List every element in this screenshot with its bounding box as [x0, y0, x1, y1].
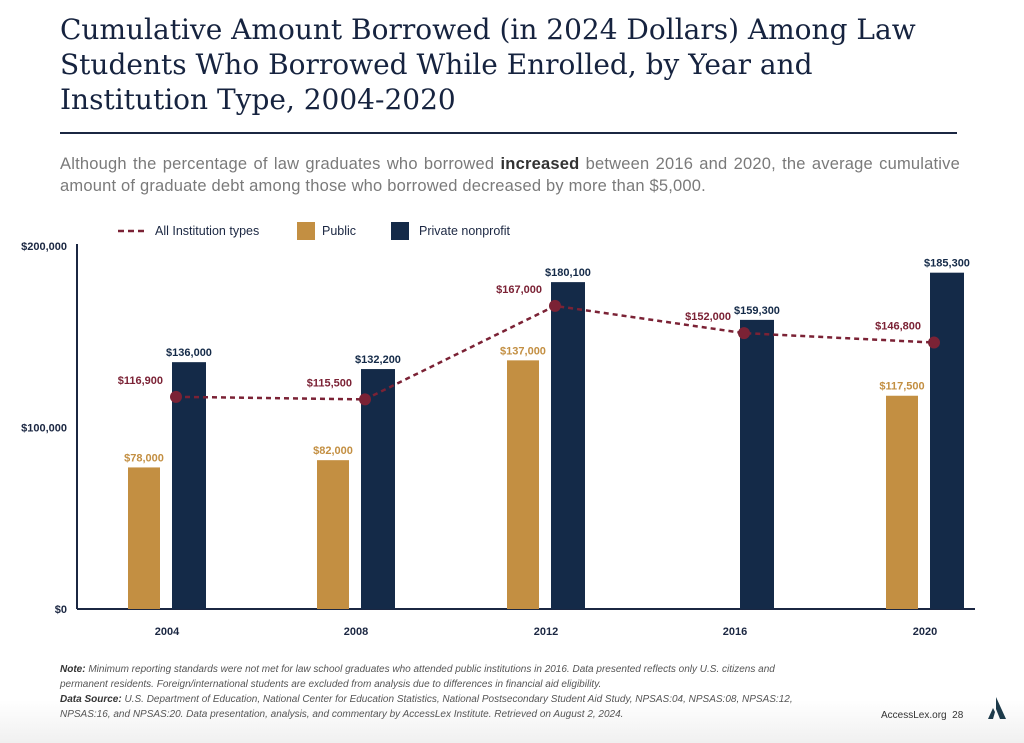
data-label-public: $117,500	[879, 381, 924, 393]
bar-private-nonprofit	[740, 319, 774, 609]
footer-site: AccessLex.org 28	[881, 710, 963, 721]
subtitle-bold: increased	[500, 155, 580, 173]
data-label-private-nonprofit: $159,300	[734, 305, 780, 317]
legend-label-private: Private nonprofit	[419, 224, 511, 238]
x-tick-label: 2008	[344, 626, 368, 638]
subtitle-text: Although the percentage of law graduates…	[60, 155, 501, 173]
data-label-public: $78,000	[124, 452, 164, 464]
x-tick-label: 2016	[723, 626, 747, 638]
y-tick-label: $0	[55, 604, 67, 616]
data-label-private-nonprofit: $180,100	[545, 267, 591, 279]
source-text: U.S. Department of Education, National C…	[60, 694, 793, 720]
data-label-all-institution-types: $152,000	[685, 311, 731, 323]
bar-private-nonprofit	[172, 362, 206, 609]
title-divider	[60, 132, 957, 134]
x-tick-label: 2004	[155, 626, 180, 638]
legend-swatch-public	[297, 222, 315, 240]
legend-label-all: All Institution types	[155, 224, 259, 238]
subtitle: Although the percentage of law graduates…	[60, 153, 960, 197]
note-label: Note:	[60, 664, 86, 675]
page-title: Cumulative Amount Borrowed (in 2024 Doll…	[60, 13, 916, 116]
data-label-private-nonprofit: $185,300	[924, 258, 970, 270]
data-label-public: $82,000	[313, 445, 353, 457]
y-tick-label: $100,000	[21, 423, 67, 435]
data-label-all-institution-types: $167,000	[496, 284, 542, 296]
point-all-institution-types	[928, 336, 940, 349]
footer-band	[0, 700, 1024, 743]
data-label-all-institution-types: $115,500	[307, 377, 352, 389]
note-text: Minimum reporting standards were not met…	[60, 664, 775, 690]
bar-public	[886, 395, 918, 609]
legend-label-public: Public	[322, 224, 356, 238]
data-label-private-nonprofit: $136,000	[166, 347, 212, 359]
bar-line-chart: $0 $100,000 $200,000 2004 2008 2012 2016 2020 $7…	[21, 222, 975, 638]
legend-swatch-private	[391, 222, 409, 240]
bar-public	[317, 460, 349, 609]
point-all-institution-types	[738, 327, 750, 340]
notes: Note: Minimum reporting standards were n…	[60, 662, 820, 722]
point-all-institution-types	[549, 299, 561, 312]
source-label: Data Source:	[60, 694, 122, 705]
bar-private-nonprofit	[930, 272, 964, 609]
y-tick-label: $200,000	[21, 241, 67, 253]
data-label-all-institution-types: $116,900	[118, 375, 163, 387]
bar-private-nonprofit	[551, 282, 585, 609]
x-tick-label: 2020	[913, 626, 937, 638]
data-label-private-nonprofit: $132,200	[355, 354, 401, 366]
page-number: 28	[952, 710, 964, 721]
point-all-institution-types	[170, 390, 182, 403]
data-label-public: $137,000	[500, 345, 546, 357]
bar-private-nonprofit	[361, 369, 395, 609]
data-label-all-institution-types: $146,800	[875, 321, 921, 333]
accesslex-logo-icon	[988, 697, 1006, 719]
subtitle-text-end: between 2016 and 2020, the average cumul…	[60, 155, 961, 195]
x-tick-label: 2012	[534, 626, 558, 638]
site-link[interactable]: AccessLex.org	[881, 710, 947, 721]
bar-public	[128, 467, 160, 609]
point-all-institution-types	[359, 393, 371, 406]
bar-public	[507, 360, 539, 609]
